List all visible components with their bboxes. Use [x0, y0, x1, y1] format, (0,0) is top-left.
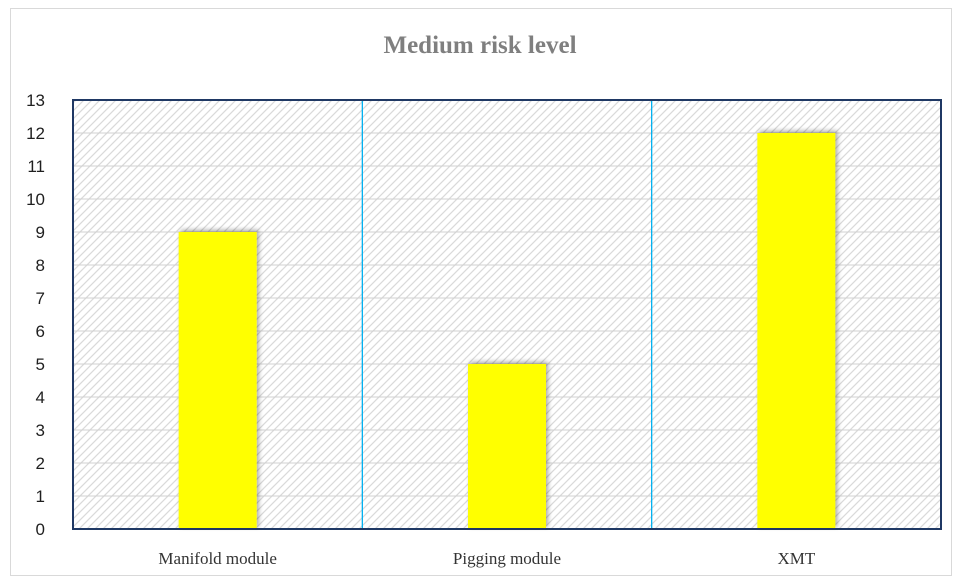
y-tick-label: 3 [36, 421, 45, 440]
x-tick-label: XMT [777, 549, 815, 568]
y-tick-label: 2 [36, 454, 45, 473]
y-tick-label: 7 [36, 289, 45, 308]
y-tick-label: 4 [36, 388, 45, 407]
y-tick-label: 12 [26, 124, 45, 143]
y-tick-label: 1 [36, 487, 45, 506]
bar [757, 133, 836, 529]
bar [178, 232, 257, 529]
y-tick-label: 5 [36, 355, 45, 374]
x-tick-label: Manifold module [158, 549, 277, 568]
y-tick-label: 0 [36, 520, 45, 539]
category-dividers [361, 100, 653, 529]
y-tick-label: 13 [26, 91, 45, 110]
chart-title: Medium risk level [383, 32, 577, 59]
y-tick-label: 8 [36, 256, 45, 275]
x-tick-label: Pigging module [453, 549, 561, 568]
x-axis-ticks: Manifold module Pigging module XMT [158, 549, 815, 568]
bars [178, 133, 836, 529]
y-tick-label: 11 [27, 157, 45, 176]
y-tick-label: 6 [36, 322, 45, 341]
y-tick-label: 10 [26, 190, 45, 209]
plot-border [72, 99, 942, 530]
y-tick-label: 9 [36, 223, 45, 242]
bar [468, 364, 546, 529]
